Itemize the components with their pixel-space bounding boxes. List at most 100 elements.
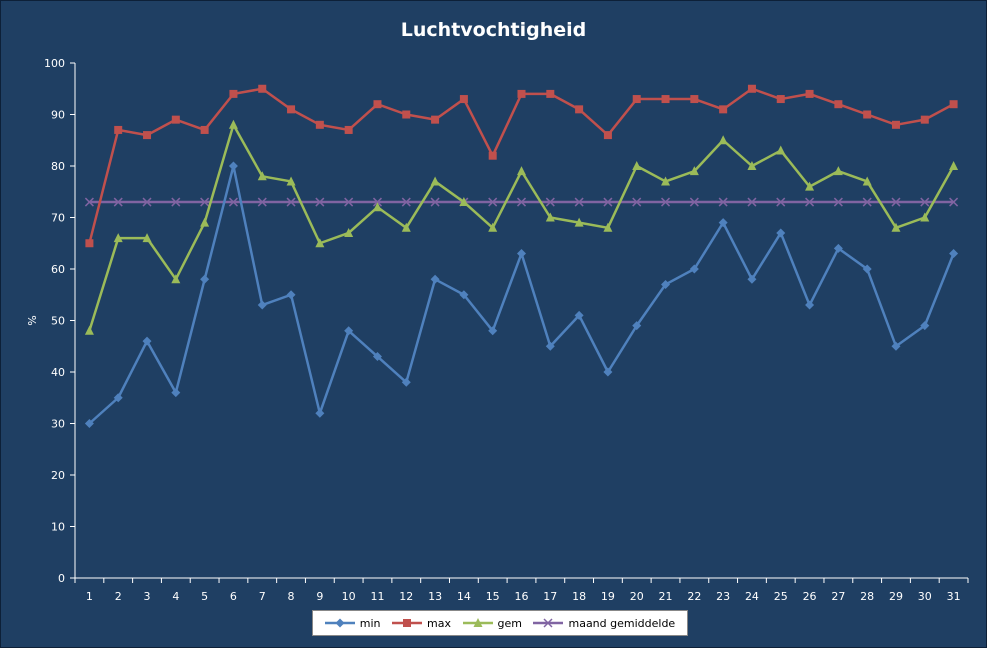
x-tick-label: 9 <box>316 590 323 603</box>
data-point-maand-gemiddelde-stroke <box>488 197 498 207</box>
data-point-max <box>488 151 497 160</box>
data-point-maand-gemiddelde <box>171 197 181 207</box>
data-point-min <box>632 321 642 331</box>
data-point-maand-gemiddelde-stroke <box>891 197 901 207</box>
x-tick-label: 21 <box>659 590 673 603</box>
data-point-max <box>632 95 641 104</box>
x-tick-label: 28 <box>860 590 874 603</box>
data-point-max <box>891 120 900 129</box>
data-point-maand-gemiddelde <box>718 197 728 207</box>
data-point-gem <box>833 166 843 176</box>
x-tick-label: 24 <box>745 590 759 603</box>
data-point-maand-gemiddelde-stroke <box>113 197 123 207</box>
data-point-gem <box>228 119 238 129</box>
data-point-maand-gemiddelde <box>661 197 671 207</box>
data-point-min <box>286 290 296 300</box>
legend: min max gem maand gemiddelde <box>312 610 688 636</box>
data-point-maand-gemiddelde <box>747 197 757 207</box>
data-point-max <box>661 95 670 104</box>
data-point-gem <box>517 166 526 176</box>
data-point-max <box>171 115 180 124</box>
data-point-gem <box>459 197 469 207</box>
data-point-gem <box>891 222 901 232</box>
data-point-min <box>574 310 584 320</box>
data-point-maand-gemiddelde-stroke <box>603 197 613 207</box>
data-point-gem <box>949 161 959 170</box>
data-point-maand-gemiddelde <box>257 197 267 207</box>
data-point-max <box>863 110 872 119</box>
data-point-gem <box>142 233 152 243</box>
data-point-maand-gemiddelde-stroke <box>315 197 325 207</box>
data-point-max <box>373 100 382 109</box>
data-point-maand-gemiddelde <box>200 197 210 207</box>
data-point-min <box>459 290 469 300</box>
data-point-min <box>920 321 930 331</box>
x-tick-label: 14 <box>457 590 471 603</box>
x-tick-label: 16 <box>515 590 529 603</box>
data-point-min <box>488 326 498 336</box>
data-point-gem <box>344 227 354 237</box>
data-point-max <box>344 125 353 134</box>
chart-title: Luchtvochtigheid <box>400 19 587 41</box>
data-point-max <box>143 131 152 140</box>
data-point-max <box>575 105 584 114</box>
data-point-maand-gemiddelde <box>776 197 786 207</box>
data-point-maand-gemiddelde-stroke <box>171 197 181 207</box>
data-point-maand-gemiddelde <box>372 197 382 207</box>
legend-swatch-max <box>392 619 423 627</box>
series-line-min <box>88 164 955 425</box>
x-tick-label: 23 <box>716 590 730 603</box>
data-point-gem <box>862 176 872 186</box>
x-tick-label: 13 <box>428 590 442 603</box>
legend-swatch-marker-stroke <box>543 618 554 628</box>
data-point-min <box>257 300 267 310</box>
data-point-maand-gemiddelde-stroke <box>516 197 527 207</box>
data-point-gem <box>574 217 584 227</box>
data-point-maand-gemiddelde <box>805 197 815 207</box>
legend-label: max <box>427 616 451 630</box>
data-point-maand-gemiddelde-stroke <box>200 197 210 207</box>
data-point-maand-gemiddelde <box>949 197 959 207</box>
data-point-min <box>430 274 440 284</box>
data-point-max <box>805 89 814 98</box>
y-tick-label: 80 <box>51 160 65 173</box>
y-tick-label: 100 <box>44 57 65 70</box>
legend-item-max: max <box>392 617 451 630</box>
x-tick-label: 29 <box>889 590 903 603</box>
x-tick-label: 15 <box>486 590 500 603</box>
x-tick-label: 4 <box>172 590 179 603</box>
data-point-maand-gemiddelde-stroke <box>545 197 555 207</box>
x-tick-label: 27 <box>831 590 845 603</box>
data-point-maand-gemiddelde <box>833 197 843 207</box>
data-point-min <box>603 367 613 377</box>
data-point-maand-gemiddelde <box>603 197 613 207</box>
data-point-gem <box>401 222 411 232</box>
x-tick-label: 6 <box>230 590 237 603</box>
data-point-maand-gemiddelde-stroke <box>689 197 699 207</box>
data-point-min <box>171 388 181 398</box>
data-point-maand-gemiddelde-stroke <box>949 197 959 207</box>
data-point-min <box>891 341 901 351</box>
data-point-max <box>920 115 929 124</box>
data-point-maand-gemiddelde <box>545 197 555 207</box>
data-point-min <box>833 243 843 253</box>
data-point-maand-gemiddelde-stroke <box>228 197 238 207</box>
x-tick-label: 31 <box>947 590 961 603</box>
data-point-maand-gemiddelde <box>315 197 325 207</box>
legend-swatch-min <box>324 618 355 628</box>
data-point-maand-gemiddelde-stroke <box>372 197 382 207</box>
y-tick-label: 20 <box>51 469 65 482</box>
x-tick-label: 25 <box>774 590 788 603</box>
data-point-gem <box>315 238 325 248</box>
data-point-min <box>747 274 757 284</box>
data-point-maand-gemiddelde-stroke <box>142 197 152 207</box>
data-point-max <box>229 89 238 98</box>
data-point-gem <box>488 222 498 232</box>
data-point-maand-gemiddelde-stroke <box>344 197 354 207</box>
data-point-gem <box>430 176 440 186</box>
x-tick-label: 19 <box>601 590 615 603</box>
data-point-maand-gemiddelde-stroke <box>776 197 786 207</box>
data-point-maand-gemiddelde-stroke <box>862 197 872 207</box>
data-point-maand-gemiddelde-stroke <box>84 197 94 207</box>
